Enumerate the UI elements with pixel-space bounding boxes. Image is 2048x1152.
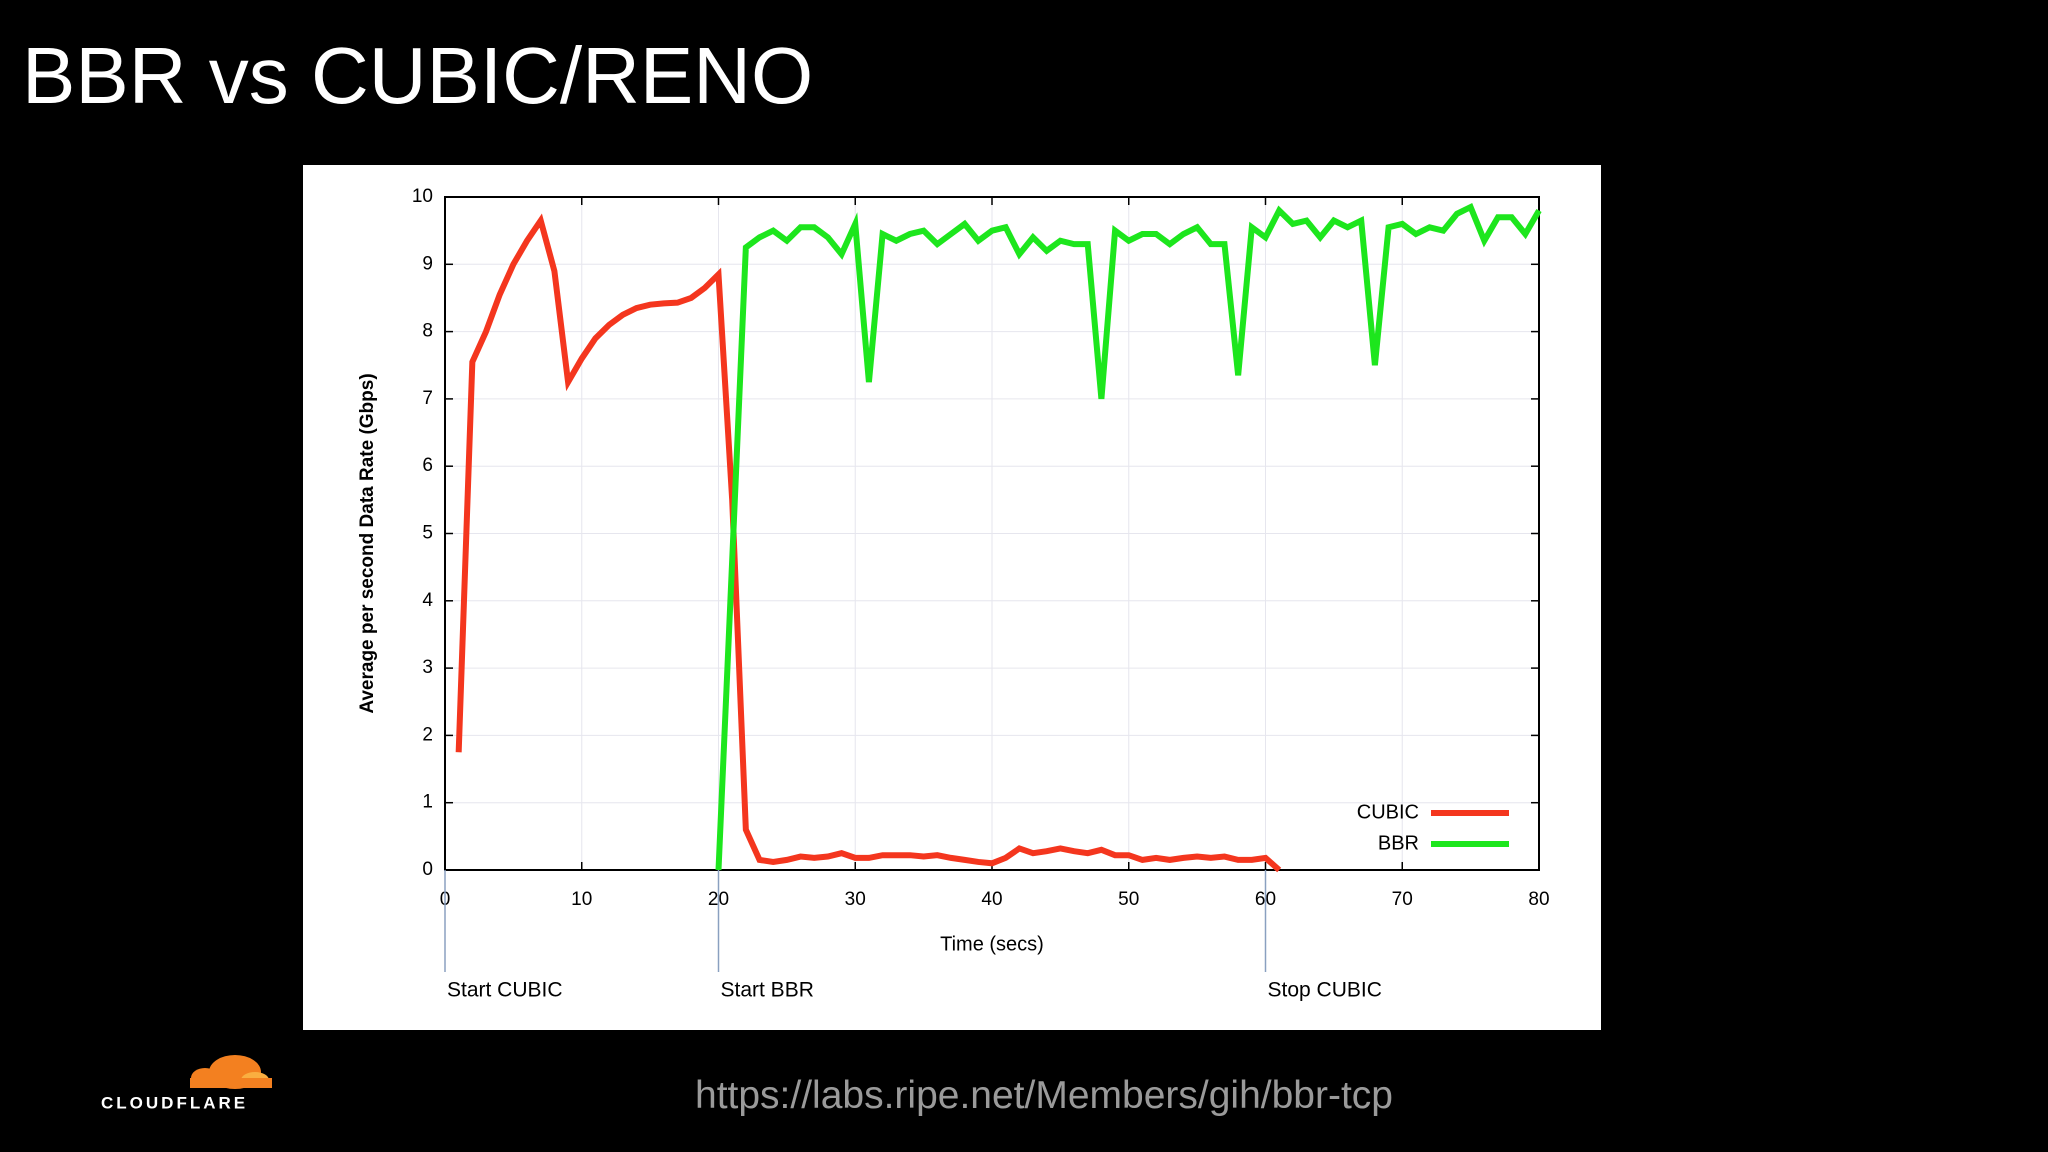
x-tick-label: 30: [845, 889, 866, 910]
source-url: https://labs.ripe.net/Members/gih/bbr-tc…: [0, 1074, 2048, 1118]
y-tick-label: 6: [422, 455, 433, 476]
y-axis-label: Average per second Data Rate (Gbps): [357, 373, 378, 713]
annotation-label: Start BBR: [721, 979, 814, 1002]
logo-cloud: [190, 1078, 272, 1088]
y-tick-label: 3: [422, 657, 433, 678]
y-tick-label: 4: [422, 590, 433, 611]
legend-label: CUBIC: [1357, 801, 1419, 823]
logo: CLOUDFLARE: [101, 1055, 272, 1112]
slide-title: BBR vs CUBIC/RENO: [22, 31, 814, 120]
y-tick-label: 10: [412, 186, 433, 207]
y-tick-label: 9: [422, 253, 433, 274]
x-tick-label: 10: [571, 889, 592, 910]
y-tick-label: 1: [422, 792, 433, 813]
source-url-text: https://labs.ripe.net/Members/gih/bbr-tc…: [695, 1074, 1393, 1117]
x-tick-label: 50: [1118, 889, 1139, 910]
chart-background: [303, 165, 1601, 1030]
x-tick-label: 80: [1528, 889, 1549, 910]
logo-text: CLOUDFLARE: [101, 1093, 248, 1112]
annotation-label: Stop CUBIC: [1268, 979, 1382, 1002]
annotation-label: Start CUBIC: [447, 979, 563, 1002]
y-tick-label: 7: [422, 388, 433, 409]
x-tick-label: 40: [981, 889, 1002, 910]
y-tick-label: 5: [422, 523, 433, 544]
x-tick-label: 70: [1392, 889, 1413, 910]
data-line: [715, 202, 1542, 871]
y-tick-label: 2: [422, 724, 433, 745]
axis-frame: [444, 196, 1540, 871]
x-axis-label: Time (secs): [940, 933, 1044, 955]
y-tick-label: 0: [422, 859, 433, 880]
legend-label: BBR: [1378, 832, 1419, 854]
data-line: [455, 213, 1282, 873]
chart: 01234567891001020304050607080Time (secs)…: [303, 165, 1601, 1030]
y-tick-label: 8: [422, 321, 433, 342]
